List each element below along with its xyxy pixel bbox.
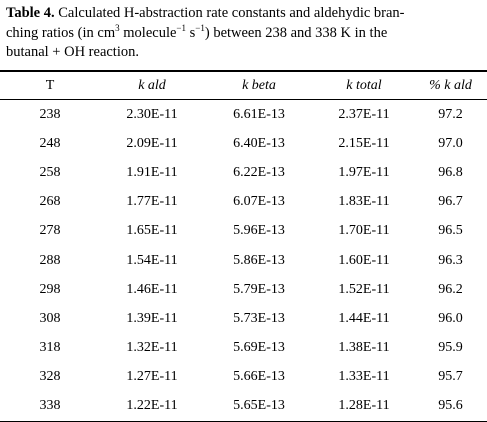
table-row: 288 1.54E-11 5.86E-13 1.60E-11 96.3 [0, 246, 487, 275]
column-header: k total [346, 77, 382, 93]
table-cell: 6.22E-13 [233, 164, 285, 180]
table-row: 328 1.27E-11 5.66E-13 1.33E-11 95.7 [0, 363, 487, 392]
table-cell: 6.40E-13 [233, 135, 285, 151]
table-cell: 1.33E-11 [338, 369, 390, 385]
table-cell: 1.44E-11 [338, 310, 390, 326]
table-cell: 2.15E-11 [338, 135, 390, 151]
table-cell: 95.9 [438, 340, 463, 356]
caption-text: butanal + OH reaction. [6, 44, 139, 60]
table-cell: 298 [39, 281, 61, 297]
page: Table 4. Calculated H-abstraction rate c… [0, 4, 487, 422]
table-cell: 308 [39, 310, 61, 326]
table-cell: 5.96E-13 [233, 223, 285, 239]
table-cell: 2.09E-11 [126, 135, 178, 151]
table-cell: 1.65E-11 [126, 223, 178, 239]
table-row: 258 1.91E-11 6.22E-13 1.97E-11 96.8 [0, 158, 487, 187]
table-cell: 288 [39, 252, 61, 268]
table-cell: 1.70E-11 [338, 223, 390, 239]
table-body: 238 2.30E-11 6.61E-13 2.37E-11 97.2 248 2.09E-… [0, 100, 487, 422]
table-row: 248 2.09E-11 6.40E-13 2.15E-11 97.0 [0, 129, 487, 158]
table-cell: 1.97E-11 [338, 164, 390, 180]
column-header: k ald [138, 77, 166, 93]
table-cell: 1.32E-11 [126, 340, 178, 356]
caption-text: ) between 238 and 338 K in the [204, 24, 388, 41]
table-cell: 6.07E-13 [233, 194, 285, 210]
table-cell: 95.6 [438, 398, 463, 414]
table-cell: 338 [39, 398, 61, 414]
caption-text: molecule [123, 24, 177, 41]
superscript: 3 [115, 22, 120, 33]
table-cell: 1.38E-11 [338, 340, 390, 356]
table-cell: 1.91E-11 [126, 164, 178, 180]
table-cell: 1.39E-11 [126, 310, 178, 326]
table-cell: 96.7 [438, 194, 463, 210]
table-row: 318 1.32E-11 5.69E-13 1.38E-11 95.9 [0, 334, 487, 363]
table-cell: 5.69E-13 [233, 340, 285, 356]
table-cell: 5.66E-13 [233, 369, 285, 385]
table-cell: 96.8 [438, 164, 463, 180]
table-cell: 1.83E-11 [338, 194, 390, 210]
caption-text: ching ratios (in cm [6, 24, 116, 41]
table-cell: 1.54E-11 [126, 252, 178, 268]
table-row: 268 1.77E-11 6.07E-13 1.83E-11 96.7 [0, 188, 487, 217]
superscript: −1 [176, 22, 186, 33]
table-cell: 248 [39, 135, 61, 151]
table-cell: 268 [39, 194, 61, 210]
caption-text: Calculated H-abstraction rate constants … [58, 5, 405, 21]
table-row: 238 2.30E-11 6.61E-13 2.37E-11 97.2 [0, 100, 487, 130]
table-cell: 96.5 [438, 223, 463, 239]
caption: Table 4. Calculated H-abstraction rate c… [6, 4, 482, 63]
table-cell: 2.30E-11 [126, 106, 178, 122]
column-header: % k ald [429, 77, 472, 93]
table-cell: 328 [39, 369, 61, 385]
table-cell: 278 [39, 223, 61, 239]
table-cell: 318 [39, 340, 61, 356]
caption-label: Table 4. [6, 5, 55, 21]
column-header: k beta [242, 77, 276, 93]
superscript: −1 [195, 22, 205, 33]
table-cell: 5.86E-13 [233, 252, 285, 268]
table-row: 278 1.65E-11 5.96E-13 1.70E-11 96.5 [0, 217, 487, 246]
table-cell: 1.46E-11 [126, 281, 178, 297]
table-cell: 5.73E-13 [233, 310, 285, 326]
table-row: 338 1.22E-11 5.65E-13 1.28E-11 95.6 [0, 392, 487, 422]
table-cell: 1.60E-11 [338, 252, 390, 268]
table-cell: 97.2 [438, 106, 463, 122]
table-cell: 5.79E-13 [233, 281, 285, 297]
table-cell: 1.28E-11 [338, 398, 390, 414]
table-cell: 1.77E-11 [126, 194, 178, 210]
table-cell: 238 [39, 106, 61, 122]
table-cell: 96.2 [438, 281, 463, 297]
table-cell: 1.27E-11 [126, 369, 178, 385]
table-cell: 96.3 [438, 252, 463, 268]
table-cell: 258 [39, 164, 61, 180]
table-cell: 95.7 [438, 369, 463, 385]
table-row: 298 1.46E-11 5.79E-13 1.52E-11 96.2 [0, 275, 487, 304]
table-cell: 2.37E-11 [338, 106, 390, 122]
caption-text: s [189, 24, 196, 41]
table-cell: 5.65E-13 [233, 398, 285, 414]
column-header: T [45, 77, 55, 93]
table-cell: 96.0 [438, 310, 463, 326]
table-cell: 6.61E-13 [233, 106, 285, 122]
table-cell: 1.22E-11 [126, 398, 178, 414]
table-cell: 97.0 [438, 135, 463, 151]
table-row: 308 1.39E-11 5.73E-13 1.44E-11 96.0 [0, 304, 487, 333]
table-cell: 1.52E-11 [338, 281, 390, 297]
